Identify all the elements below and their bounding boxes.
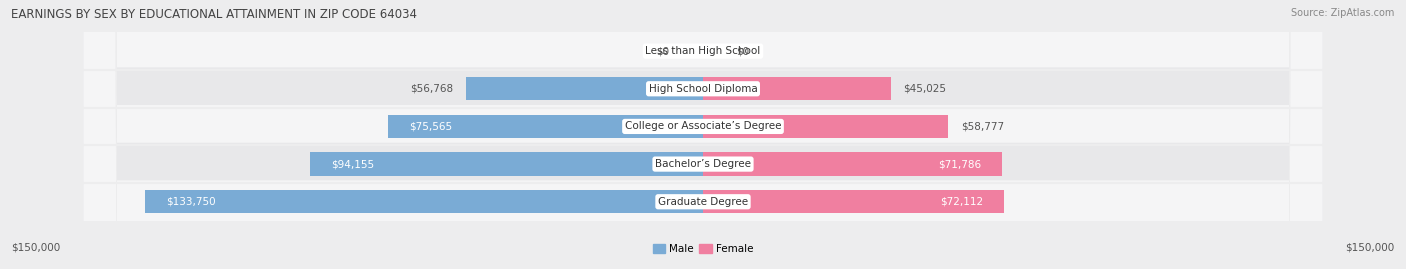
Text: $56,768: $56,768 bbox=[411, 84, 454, 94]
Bar bbox=[703, 153, 1002, 176]
Text: $71,786: $71,786 bbox=[938, 159, 981, 169]
Bar bbox=[703, 77, 891, 100]
Text: Less than High School: Less than High School bbox=[645, 46, 761, 56]
Text: EARNINGS BY SEX BY EDUCATIONAL ATTAINMENT IN ZIP CODE 64034: EARNINGS BY SEX BY EDUCATIONAL ATTAINMEN… bbox=[11, 8, 418, 21]
Text: $150,000: $150,000 bbox=[11, 243, 60, 253]
FancyBboxPatch shape bbox=[83, 0, 1323, 269]
Bar bbox=[703, 115, 948, 138]
Text: $0: $0 bbox=[737, 46, 749, 56]
Text: Bachelor’s Degree: Bachelor’s Degree bbox=[655, 159, 751, 169]
FancyBboxPatch shape bbox=[83, 0, 1323, 269]
Text: College or Associate’s Degree: College or Associate’s Degree bbox=[624, 121, 782, 132]
Text: $94,155: $94,155 bbox=[332, 159, 374, 169]
FancyBboxPatch shape bbox=[83, 0, 1323, 269]
Text: $45,025: $45,025 bbox=[903, 84, 946, 94]
Bar bbox=[311, 153, 703, 176]
Text: $75,565: $75,565 bbox=[409, 121, 451, 132]
Text: Source: ZipAtlas.com: Source: ZipAtlas.com bbox=[1291, 8, 1395, 18]
Bar bbox=[388, 115, 703, 138]
Bar bbox=[467, 77, 703, 100]
Text: $150,000: $150,000 bbox=[1346, 243, 1395, 253]
Text: $0: $0 bbox=[657, 46, 669, 56]
Text: High School Diploma: High School Diploma bbox=[648, 84, 758, 94]
Text: $133,750: $133,750 bbox=[166, 197, 215, 207]
Text: $72,112: $72,112 bbox=[939, 197, 983, 207]
Bar bbox=[703, 190, 1004, 213]
Text: Graduate Degree: Graduate Degree bbox=[658, 197, 748, 207]
Bar bbox=[145, 190, 703, 213]
Text: $58,777: $58,777 bbox=[960, 121, 1004, 132]
Legend: Male, Female: Male, Female bbox=[648, 240, 758, 259]
FancyBboxPatch shape bbox=[83, 0, 1323, 269]
FancyBboxPatch shape bbox=[83, 0, 1323, 269]
